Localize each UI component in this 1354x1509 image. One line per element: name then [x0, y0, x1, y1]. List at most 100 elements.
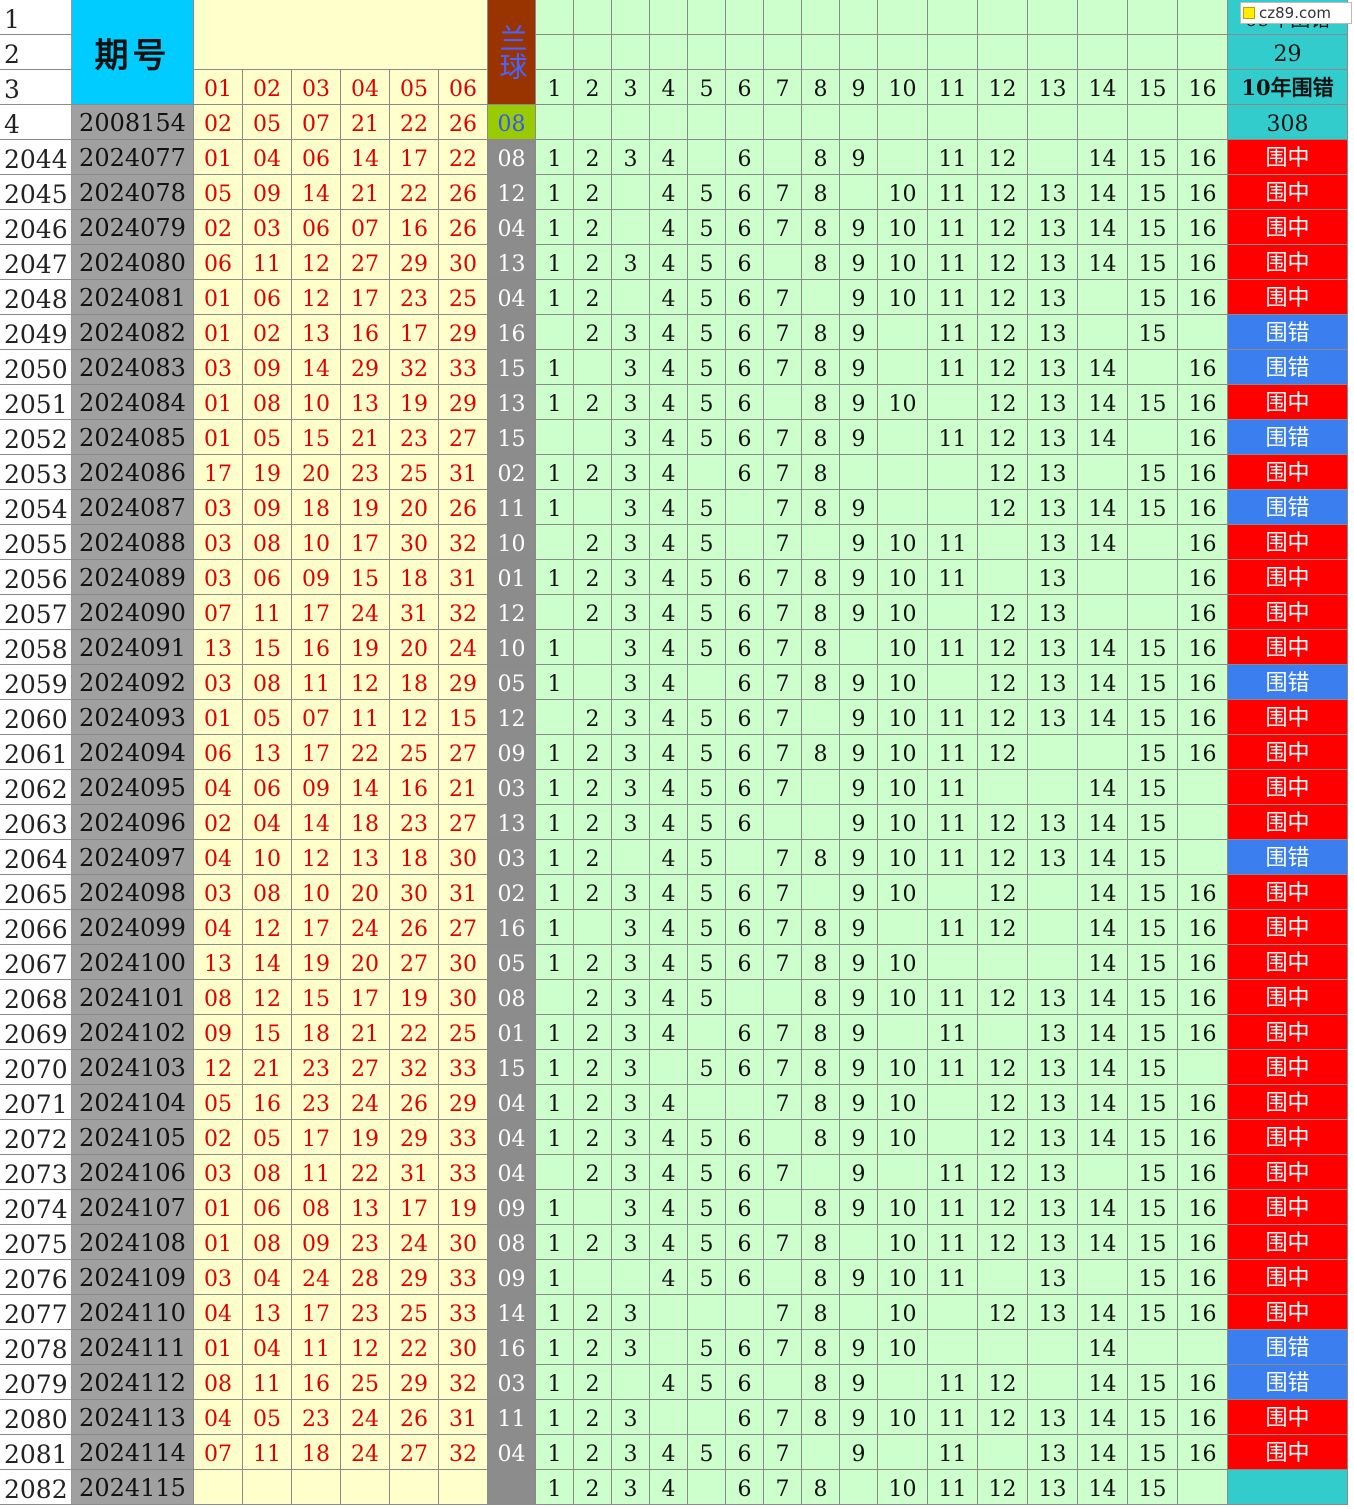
- red-ball: 31: [439, 455, 488, 490]
- number-cell: [688, 105, 726, 140]
- red-ball: 27: [439, 420, 488, 455]
- red-ball: 33: [439, 1260, 488, 1295]
- red-ball: 21: [341, 105, 390, 140]
- number-cell: [928, 1330, 978, 1365]
- red-ball: 08: [243, 525, 292, 560]
- number-cell: [928, 455, 978, 490]
- red-ball: 13: [341, 840, 390, 875]
- red-ball: 24: [292, 1260, 341, 1295]
- number-cell: 9: [840, 1015, 878, 1050]
- number-cell: 3: [612, 980, 650, 1015]
- green-header-cell: [764, 0, 802, 35]
- red-ball: 16: [292, 1365, 341, 1400]
- number-cell: 3: [612, 385, 650, 420]
- number-cell: 2: [574, 1085, 612, 1120]
- red-ball: 30: [390, 875, 439, 910]
- red-column-header: 04: [341, 70, 390, 105]
- number-cell: [1078, 105, 1128, 140]
- number-cell: 2: [574, 455, 612, 490]
- red-ball: 12: [341, 665, 390, 700]
- number-cell: 7: [764, 875, 802, 910]
- blue-ball: 09: [488, 1260, 536, 1295]
- red-ball: 04: [194, 1295, 243, 1330]
- red-ball: 24: [341, 910, 390, 945]
- red-ball: 32: [390, 1050, 439, 1085]
- red-ball: 17: [292, 910, 341, 945]
- number-cell: 5: [688, 210, 726, 245]
- number-cell: 16: [1178, 735, 1228, 770]
- number-cell: 13: [1028, 665, 1078, 700]
- number-cell: 16: [1178, 630, 1228, 665]
- green-header-cell: [1128, 0, 1178, 35]
- number-cell: 5: [688, 1330, 726, 1365]
- row-label: 3: [0, 70, 72, 105]
- number-cell: [536, 1155, 574, 1190]
- red-ball: 29: [390, 1260, 439, 1295]
- number-cell: [726, 1295, 764, 1330]
- number-cell: 3: [612, 595, 650, 630]
- green-header-cell: [802, 35, 840, 70]
- number-cell: 15: [1128, 245, 1178, 280]
- number-cell: 2: [574, 1365, 612, 1400]
- row-number: 2052: [0, 420, 72, 455]
- status-badge: 围中: [1228, 700, 1348, 735]
- number-cell: 1: [536, 560, 574, 595]
- number-column-header: 16: [1178, 70, 1228, 105]
- number-cell: 16: [1178, 420, 1228, 455]
- number-cell: 5: [688, 770, 726, 805]
- number-cell: 13: [1028, 1155, 1078, 1190]
- number-cell: [650, 1400, 688, 1435]
- red-ball: 30: [439, 1330, 488, 1365]
- red-ball: 06: [194, 735, 243, 770]
- number-cell: 11: [928, 315, 978, 350]
- number-cell: 8: [802, 1120, 840, 1155]
- number-cell: 4: [650, 1470, 688, 1505]
- red-ball: 23: [341, 1295, 390, 1330]
- number-cell: 10: [878, 665, 928, 700]
- row-number: 2047: [0, 245, 72, 280]
- red-ball: 14: [292, 350, 341, 385]
- red-ball: 07: [292, 700, 341, 735]
- number-cell: 12: [978, 1225, 1028, 1260]
- red-ball: 18: [292, 1015, 341, 1050]
- issue-number: 2024103: [72, 1050, 194, 1085]
- red-ball: 13: [341, 385, 390, 420]
- issue-number: 2024108: [72, 1225, 194, 1260]
- number-cell: 1: [536, 1295, 574, 1330]
- number-cell: 3: [612, 455, 650, 490]
- red-ball: 11: [243, 1435, 292, 1470]
- red-ball: 11: [243, 245, 292, 280]
- blue-ball: 02: [488, 455, 536, 490]
- number-cell: 15: [1128, 1225, 1178, 1260]
- blue-ball: 13: [488, 245, 536, 280]
- red-ball: 24: [341, 595, 390, 630]
- number-cell: 14: [1078, 945, 1128, 980]
- number-cell: 4: [650, 1015, 688, 1050]
- number-cell: 1: [536, 140, 574, 175]
- number-cell: [764, 140, 802, 175]
- number-cell: 10: [878, 245, 928, 280]
- number-cell: [928, 490, 978, 525]
- red-ball: 16: [292, 630, 341, 665]
- red-ball: 27: [439, 910, 488, 945]
- red-ball: 04: [243, 805, 292, 840]
- green-header-cell: [688, 35, 726, 70]
- number-cell: 7: [764, 420, 802, 455]
- number-cell: 3: [612, 910, 650, 945]
- number-cell: 3: [612, 1330, 650, 1365]
- number-cell: 5: [688, 805, 726, 840]
- number-cell: 16: [1178, 350, 1228, 385]
- number-cell: 8: [802, 350, 840, 385]
- number-cell: 10: [878, 210, 928, 245]
- red-ball: 09: [292, 560, 341, 595]
- red-ball: 09: [243, 490, 292, 525]
- red-ball: 15: [243, 630, 292, 665]
- green-header-cell: [978, 0, 1028, 35]
- number-cell: 14: [1078, 665, 1128, 700]
- number-cell: [1128, 1330, 1178, 1365]
- row-number: 2070: [0, 1050, 72, 1085]
- number-cell: [978, 1015, 1028, 1050]
- number-cell: 11: [928, 1470, 978, 1505]
- red-ball: 03: [194, 350, 243, 385]
